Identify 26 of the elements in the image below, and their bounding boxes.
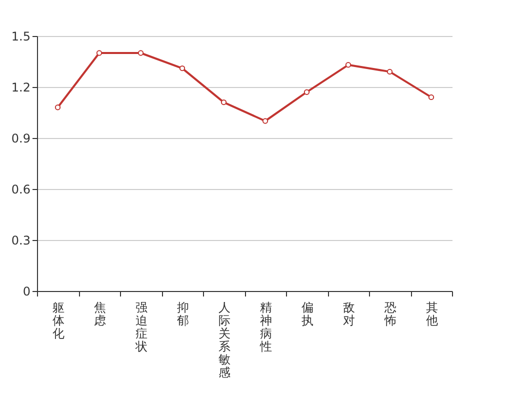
x-tick-label: 精神病性 bbox=[258, 300, 272, 354]
x-tick-label: 恐怖 bbox=[383, 300, 396, 328]
point bbox=[262, 118, 268, 124]
x-tick-label: 强迫症状 bbox=[134, 300, 148, 354]
y-tick-label: 0.9 bbox=[11, 132, 30, 146]
point bbox=[304, 89, 310, 95]
point bbox=[138, 50, 144, 56]
point bbox=[386, 68, 393, 75]
point bbox=[96, 50, 102, 56]
y-tick-label: 0.6 bbox=[11, 182, 30, 196]
x-tick-label: 敌对 bbox=[342, 300, 355, 328]
y-tick-label: 1.5 bbox=[11, 30, 30, 44]
point bbox=[428, 94, 434, 100]
x-tick-label: 人际关系敏感 bbox=[218, 300, 230, 380]
point bbox=[54, 104, 61, 110]
x-tick-label: 其他 bbox=[426, 300, 438, 328]
y-tick-label: 0.3 bbox=[11, 234, 30, 248]
point bbox=[220, 99, 227, 106]
x-tick-label: 抑郁 bbox=[176, 300, 189, 328]
point bbox=[179, 65, 186, 72]
y-tick-label: 1.2 bbox=[11, 80, 30, 94]
x-tick-label: 偏执 bbox=[301, 300, 314, 328]
y-tick-label: 0 bbox=[22, 284, 30, 298]
point bbox=[345, 62, 352, 68]
x-tick-label: 躯体化 bbox=[52, 300, 64, 340]
x-tick-label: 焦虑 bbox=[94, 300, 106, 328]
